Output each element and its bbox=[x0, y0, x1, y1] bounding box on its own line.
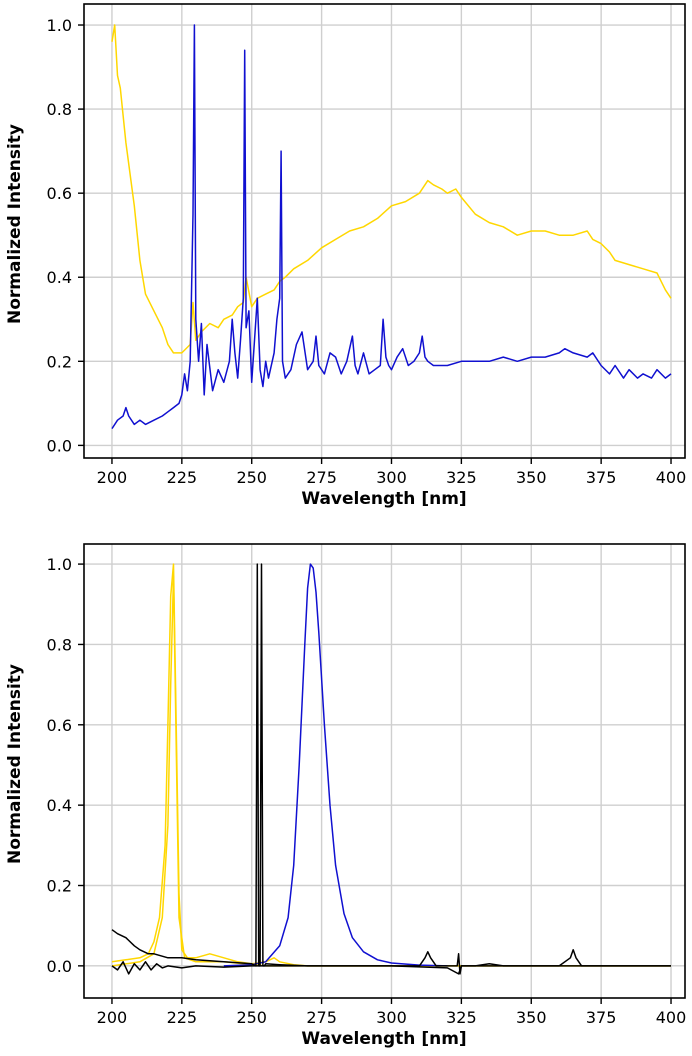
top-series bbox=[111, 24, 672, 430]
top-x-tick-label: 300 bbox=[376, 468, 407, 487]
bottom-series-line-4 bbox=[111, 961, 671, 975]
bottom-x-tick-label: 225 bbox=[167, 1008, 198, 1027]
top-plot-frame bbox=[83, 3, 686, 459]
top-grid bbox=[84, 4, 685, 458]
top-series-line-1 bbox=[111, 24, 672, 430]
top-y-tick-label: 0.8 bbox=[47, 100, 72, 119]
bottom-panel: 200 225 250 275 300 325 350 375 400 0.0 0.2 0.4 0.6 0… bbox=[5, 543, 687, 1049]
bottom-series bbox=[111, 563, 671, 975]
bottom-x-axis-title: Wavelength [nm] bbox=[301, 1029, 466, 1049]
top-x-tick-label: 225 bbox=[167, 468, 198, 487]
bottom-series-line-0 bbox=[111, 563, 671, 967]
bottom-y-tick-label: 0.2 bbox=[47, 877, 72, 896]
top-x-tick-label: 375 bbox=[586, 468, 617, 487]
bottom-x-tick-label: 200 bbox=[97, 1008, 128, 1027]
top-x-axis-title: Wavelength [nm] bbox=[301, 489, 466, 509]
bottom-x-tick-label: 325 bbox=[446, 1008, 477, 1027]
top-x-tick-label: 200 bbox=[97, 468, 128, 487]
top-y-tick-label: 0.2 bbox=[47, 352, 72, 371]
bottom-y-tick-label: 1.0 bbox=[47, 555, 72, 574]
top-y-tick-label: 0.6 bbox=[47, 184, 72, 203]
top-series-line-0 bbox=[111, 24, 672, 354]
bottom-ticks: 200 225 250 275 300 325 350 375 400 0.0 0.2 0.4 0.6 0… bbox=[47, 555, 687, 1027]
bottom-series-line-2 bbox=[223, 563, 448, 967]
top-ticks: 200 225 250 275 300 325 350 375 400 0.0 0.2 0.4 0.6 0… bbox=[47, 16, 687, 487]
top-x-tick-label: 400 bbox=[656, 468, 687, 487]
top-y-tick-label: 1.0 bbox=[47, 16, 72, 35]
bottom-y-axis-title: Normalized Intensity bbox=[5, 664, 25, 864]
top-y-axis-title: Normalized Intensity bbox=[5, 124, 25, 324]
bottom-x-tick-label: 400 bbox=[656, 1008, 687, 1027]
bottom-x-tick-label: 250 bbox=[236, 1008, 267, 1027]
bottom-grid bbox=[84, 544, 685, 998]
bottom-x-tick-label: 350 bbox=[516, 1008, 547, 1027]
bottom-plot-frame bbox=[83, 543, 686, 999]
bottom-y-tick-label: 0.4 bbox=[47, 796, 72, 815]
bottom-y-tick-label: 0.6 bbox=[47, 716, 72, 735]
bottom-x-tick-label: 300 bbox=[376, 1008, 407, 1027]
bottom-y-tick-label: 0.0 bbox=[47, 957, 72, 976]
bottom-y-tick-label: 0.8 bbox=[47, 635, 72, 654]
top-x-tick-label: 325 bbox=[446, 468, 477, 487]
bottom-x-tick-label: 375 bbox=[586, 1008, 617, 1027]
top-x-tick-label: 275 bbox=[306, 468, 337, 487]
top-x-tick-label: 350 bbox=[516, 468, 547, 487]
top-x-tick-label: 250 bbox=[236, 468, 267, 487]
top-panel: 200 225 250 275 300 325 350 375 400 0.0 0.2 0.4 0.6 0… bbox=[5, 3, 687, 509]
bottom-x-tick-label: 275 bbox=[306, 1008, 337, 1027]
top-y-tick-label: 0.4 bbox=[47, 268, 72, 287]
top-y-tick-label: 0.0 bbox=[47, 436, 72, 455]
